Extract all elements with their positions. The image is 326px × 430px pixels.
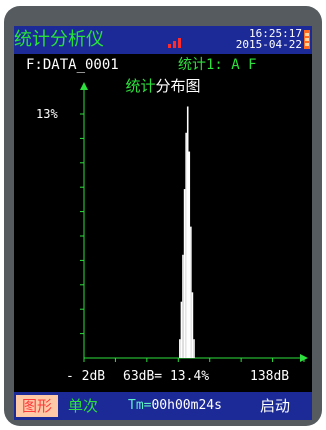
- histogram-bar: [179, 339, 181, 358]
- graph-button[interactable]: 图形: [16, 395, 58, 417]
- top-status-bar: 统计分析仪 16:25:17 2015-04-22: [14, 26, 312, 54]
- bars: [179, 106, 195, 359]
- measure-time: Tm=00h00m24s: [128, 395, 222, 417]
- bottom-bar: 图形 单次 Tm=00h00m24s 启动: [14, 392, 312, 420]
- statistics-mode: 统计1: A F: [178, 57, 257, 73]
- histogram-bar: [191, 292, 194, 358]
- histogram-bar: [188, 151, 191, 358]
- histogram-bar: [182, 254, 184, 358]
- chart-title-part1: 统计: [125, 77, 156, 95]
- file-name: F:DATA_0001: [26, 57, 119, 73]
- histogram-bar: [185, 132, 187, 358]
- x-min-label: - 2dB: [66, 369, 105, 384]
- cursor-readout: 63dB= 13.4%: [123, 369, 209, 384]
- device-screen: 统计分析仪 16:25:17 2015-04-22 F:DATA_0001 统计…: [14, 26, 312, 420]
- histogram-bar: [190, 226, 192, 358]
- tm-prefix: Tm=: [128, 398, 152, 413]
- y-ticks: [80, 113, 84, 335]
- start-button[interactable]: 启动: [260, 397, 291, 415]
- single-mode-button[interactable]: 单次: [68, 397, 99, 415]
- y-max-label: 13%: [36, 107, 58, 121]
- chart-title: 统计分布图: [14, 77, 312, 95]
- battery-icon: [304, 30, 310, 49]
- histogram-bar: [193, 339, 195, 358]
- histogram-bar: [180, 301, 183, 358]
- clock-date: 2015-04-22: [235, 38, 302, 51]
- x-ticks: [83, 358, 305, 362]
- distribution-chart: 13% - 2dB 63dB= 13.4% 138dB: [36, 82, 308, 384]
- x-max-label: 138dB: [250, 369, 289, 384]
- clock-time: 16:25:17: [249, 27, 302, 40]
- app-title: 统计分析仪: [14, 29, 104, 50]
- histogram-bar: [186, 106, 189, 359]
- chart-title-part2: 分布图: [155, 77, 201, 95]
- y-axis-arrow: [80, 82, 88, 90]
- signal-icon: [168, 36, 186, 48]
- tm-value: 00h00m24s: [151, 398, 222, 413]
- histogram-bar: [183, 189, 186, 358]
